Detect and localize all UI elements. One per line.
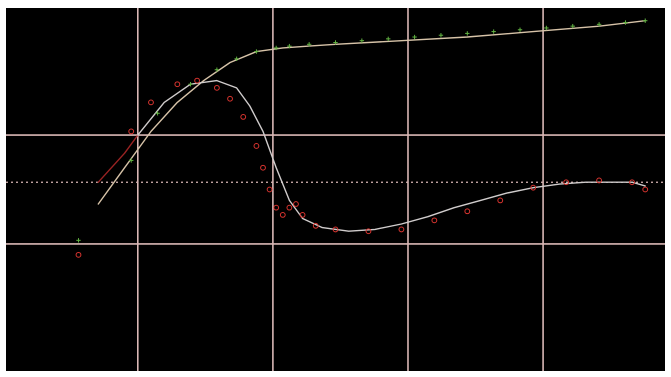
data-point <box>398 226 405 233</box>
data-point <box>570 23 575 29</box>
grid-layer <box>6 8 665 371</box>
data-point <box>188 82 193 87</box>
data-point <box>266 186 273 193</box>
data-point <box>253 143 260 149</box>
data-point <box>386 36 391 42</box>
fit-line <box>97 20 646 205</box>
data-point <box>128 128 135 135</box>
data-point <box>75 251 82 258</box>
data-point <box>332 226 339 233</box>
data-point <box>623 20 628 25</box>
data-point <box>213 84 220 91</box>
data-point <box>234 56 239 62</box>
data-point <box>287 43 292 49</box>
data-point <box>497 197 504 204</box>
data-point <box>227 95 233 102</box>
fit-line <box>97 134 139 183</box>
data-point <box>517 27 523 32</box>
data-point <box>629 179 635 186</box>
data-point <box>254 49 259 54</box>
data-point <box>174 81 181 88</box>
data-point <box>240 114 247 120</box>
data-point <box>596 177 602 184</box>
data-point <box>642 186 649 193</box>
data-point <box>129 158 134 163</box>
data-point <box>438 33 444 38</box>
data-point <box>365 228 372 235</box>
data-point <box>260 164 266 171</box>
data-point <box>299 212 306 218</box>
data-point <box>465 31 470 36</box>
data-point <box>333 40 338 45</box>
data-point <box>431 217 438 224</box>
data-point <box>491 29 496 34</box>
data-point <box>312 222 319 229</box>
data-point <box>464 208 471 215</box>
data-point <box>214 67 220 72</box>
data-point <box>273 45 279 51</box>
data-point <box>76 238 81 243</box>
data-point <box>359 38 365 43</box>
data-point <box>194 77 201 84</box>
data-point <box>148 99 154 106</box>
data-point <box>155 111 160 116</box>
data-point <box>530 184 537 191</box>
data-point <box>306 42 312 47</box>
data-point <box>544 25 549 31</box>
series-red-points <box>75 77 649 258</box>
data-point <box>643 18 648 23</box>
plot-background <box>6 8 665 371</box>
data-point <box>293 201 299 207</box>
data-point <box>273 204 280 211</box>
data-point <box>286 204 293 211</box>
series-green-points <box>76 18 648 243</box>
data-point <box>563 179 570 186</box>
data-point <box>412 34 417 40</box>
data-point <box>279 212 286 218</box>
data-point <box>596 22 602 27</box>
data-points <box>75 18 649 258</box>
